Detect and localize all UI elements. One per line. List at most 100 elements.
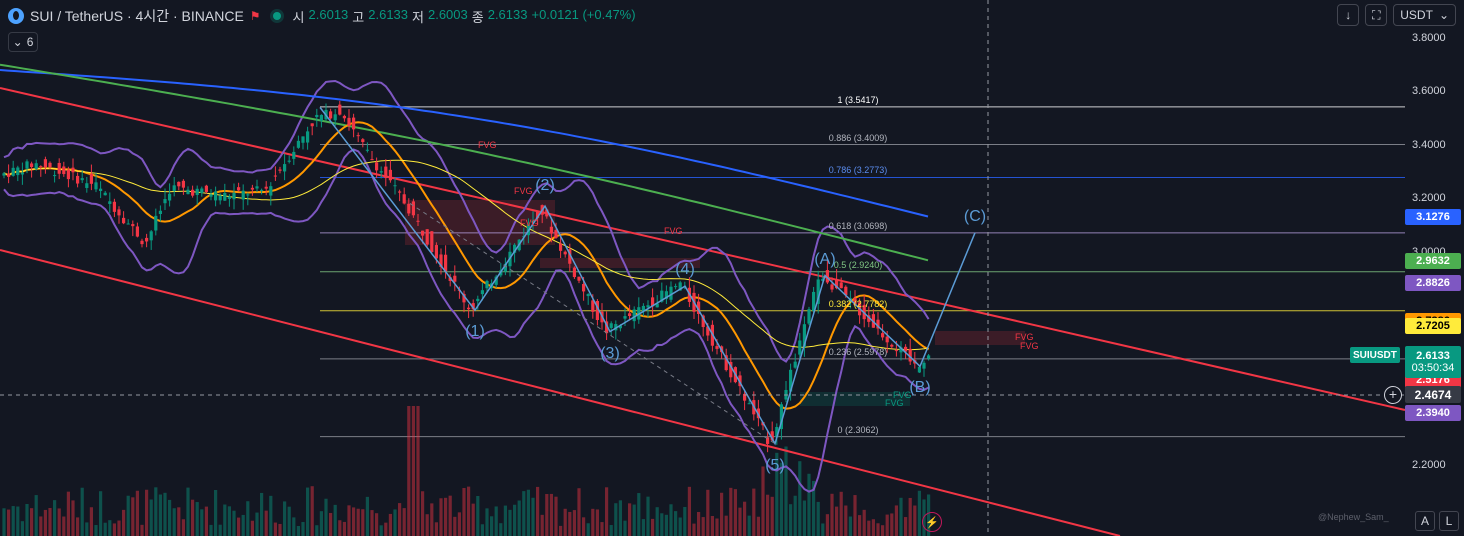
candle-body bbox=[655, 303, 659, 308]
volume-bar bbox=[885, 514, 889, 536]
volume-bar bbox=[467, 486, 471, 536]
volume-bar bbox=[839, 491, 843, 536]
volume-bar bbox=[545, 494, 549, 536]
candle-body bbox=[798, 340, 802, 355]
candle-body bbox=[278, 169, 282, 171]
volume-bar bbox=[384, 522, 388, 536]
volume-bar bbox=[582, 517, 586, 536]
candle-body bbox=[319, 114, 323, 121]
symbol-title[interactable]: SUI / TetherUS · 4시간 · BINANCE bbox=[30, 8, 244, 24]
wave-trend-line bbox=[409, 203, 776, 445]
candle-body bbox=[214, 191, 218, 201]
volume-bar bbox=[62, 516, 66, 536]
volume-bar bbox=[871, 519, 875, 536]
volume-bar bbox=[7, 509, 11, 536]
candle-body bbox=[145, 237, 149, 242]
candle-body bbox=[839, 282, 843, 289]
volume-bar bbox=[747, 515, 751, 536]
candle-body bbox=[793, 361, 797, 368]
volume-bar bbox=[687, 486, 691, 536]
bollinger-upper-band bbox=[3, 79, 930, 363]
volume-bar bbox=[618, 500, 622, 536]
volume-bar bbox=[255, 512, 259, 536]
candle-body bbox=[554, 230, 558, 238]
volume-bar bbox=[614, 503, 618, 536]
volume-bar bbox=[237, 517, 241, 536]
candle-body bbox=[651, 297, 655, 307]
volume-bar bbox=[246, 501, 250, 536]
candle-body bbox=[899, 347, 903, 353]
candle-body bbox=[149, 231, 153, 241]
live-dot-icon bbox=[272, 12, 281, 20]
candle-body bbox=[273, 175, 277, 177]
volume-bar bbox=[595, 509, 599, 536]
volume-bar bbox=[89, 507, 93, 536]
lightning-icon[interactable]: ⚡ bbox=[922, 512, 942, 532]
candle-body bbox=[402, 194, 406, 204]
axis-tick-label: 3.2000 bbox=[1412, 192, 1446, 205]
volume-bar bbox=[471, 503, 475, 536]
volume-bar bbox=[517, 500, 521, 536]
candle-body bbox=[191, 189, 195, 196]
volume-bar bbox=[48, 507, 52, 536]
candle-body bbox=[246, 194, 250, 196]
volume-bar bbox=[770, 496, 774, 536]
axis-tick-label: 2.2000 bbox=[1412, 459, 1446, 471]
volume-bar bbox=[214, 489, 218, 536]
candle-body bbox=[89, 173, 93, 184]
axis-tick-label: 3.6000 bbox=[1412, 85, 1446, 98]
volume-bar bbox=[301, 522, 305, 536]
candle-body bbox=[425, 229, 429, 245]
candle-body bbox=[76, 175, 80, 184]
arrow-down-icon[interactable]: ↓ bbox=[1337, 4, 1360, 26]
flag-icon[interactable]: ⚑ bbox=[249, 9, 261, 23]
fvg-label: FVG bbox=[893, 390, 912, 400]
candle-body bbox=[241, 190, 245, 200]
volume-bar bbox=[296, 525, 300, 536]
volume-bar bbox=[186, 487, 190, 536]
volume-bar bbox=[347, 505, 351, 536]
volume-bar bbox=[600, 522, 604, 536]
add-alert-button[interactable]: + bbox=[1384, 386, 1402, 404]
volume-bar bbox=[835, 506, 839, 536]
candle-body bbox=[674, 286, 678, 288]
indicator-price-tag: 2.7205 bbox=[1405, 318, 1461, 335]
candle-body bbox=[34, 163, 38, 169]
volume-bar bbox=[388, 513, 392, 536]
volume-bar bbox=[775, 452, 779, 536]
volume-bar bbox=[476, 495, 480, 536]
volume-bar bbox=[158, 494, 162, 536]
bollinger-lower-band bbox=[3, 148, 930, 493]
low-label: 저 bbox=[412, 9, 424, 25]
volume-bar bbox=[802, 500, 806, 536]
candle-body bbox=[835, 279, 839, 289]
candle-body bbox=[71, 167, 75, 173]
candle-body bbox=[595, 301, 599, 321]
candle-body bbox=[347, 117, 351, 126]
volume-bar bbox=[508, 509, 512, 536]
volume-bar bbox=[549, 493, 553, 536]
volume-bar bbox=[135, 490, 139, 536]
indicators-toggle-button[interactable]: ⌄ 6 bbox=[8, 32, 38, 52]
moving-average-line bbox=[0, 69, 929, 218]
log-scale-button[interactable]: L bbox=[1439, 511, 1459, 531]
candle-body bbox=[729, 361, 733, 378]
candle-body bbox=[894, 350, 898, 352]
volume-bar bbox=[16, 506, 20, 536]
candle-body bbox=[99, 188, 103, 192]
volume-bar bbox=[660, 513, 664, 536]
volume-bar bbox=[899, 497, 903, 536]
candle-body bbox=[715, 346, 719, 349]
auto-scale-button[interactable]: A bbox=[1415, 511, 1435, 531]
volume-bar bbox=[807, 473, 811, 536]
candle-body bbox=[623, 316, 627, 319]
fullscreen-icon[interactable]: ⛶ bbox=[1365, 4, 1388, 26]
top-right-controls: ↓ ⛶ USDT ⌄ bbox=[1337, 4, 1456, 26]
volume-bar bbox=[333, 504, 337, 536]
volume-bar bbox=[825, 514, 829, 536]
volume-bar bbox=[733, 489, 737, 536]
candle-body bbox=[876, 319, 880, 329]
candle-body bbox=[632, 309, 636, 322]
currency-select[interactable]: USDT ⌄ bbox=[1393, 4, 1456, 26]
